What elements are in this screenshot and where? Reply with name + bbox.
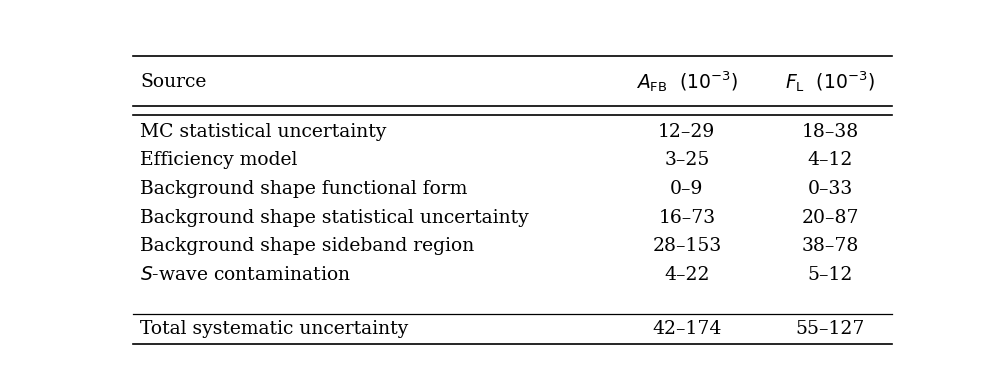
Text: 5–12: 5–12 [808, 266, 853, 284]
Text: MC statistical uncertainty: MC statistical uncertainty [140, 123, 387, 141]
Text: 3–25: 3–25 [664, 151, 710, 169]
Text: Background shape functional form: Background shape functional form [140, 180, 468, 198]
Text: $A_{\mathrm{FB}}\ \ (10^{-3})$: $A_{\mathrm{FB}}\ \ (10^{-3})$ [636, 69, 738, 94]
Text: $S$-wave contamination: $S$-wave contamination [140, 266, 352, 284]
Text: 38–78: 38–78 [802, 237, 859, 255]
Text: $F_{\mathrm{L}}\ \ (10^{-3})$: $F_{\mathrm{L}}\ \ (10^{-3})$ [785, 69, 875, 94]
Text: 12–29: 12–29 [658, 123, 716, 141]
Text: Background shape sideband region: Background shape sideband region [140, 237, 475, 255]
Text: 0–9: 0–9 [670, 180, 704, 198]
Text: Background shape statistical uncertainty: Background shape statistical uncertainty [140, 209, 529, 227]
Text: 20–87: 20–87 [802, 209, 859, 227]
Text: Efficiency model: Efficiency model [140, 151, 298, 169]
Text: 4–22: 4–22 [664, 266, 710, 284]
Text: 42–174: 42–174 [652, 320, 722, 338]
Text: Total systematic uncertainty: Total systematic uncertainty [140, 320, 409, 338]
Text: 55–127: 55–127 [796, 320, 865, 338]
Text: 18–38: 18–38 [802, 123, 859, 141]
Text: 4–12: 4–12 [808, 151, 853, 169]
Text: 16–73: 16–73 [658, 209, 715, 227]
Text: Source: Source [140, 73, 207, 91]
Text: 28–153: 28–153 [652, 237, 722, 255]
Text: 0–33: 0–33 [808, 180, 853, 198]
